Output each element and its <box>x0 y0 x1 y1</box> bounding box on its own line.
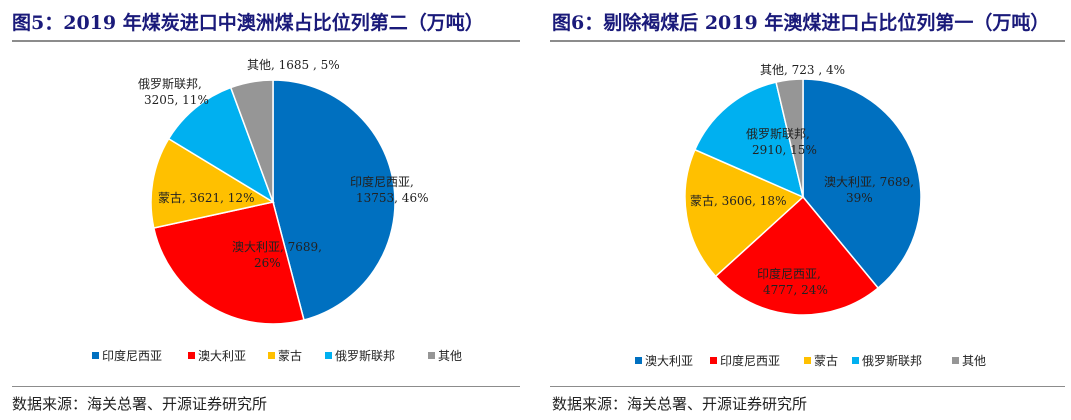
legend-item: 澳大利亚 <box>198 349 246 363</box>
slice-data-label: 澳大利亚, 7689, <box>232 240 322 254</box>
chart-source: 数据来源：海关总署、开源证券研究所 <box>12 395 268 413</box>
pie-slice-3 <box>167 86 275 204</box>
slice-data-label: 蒙古, 3606, 18% <box>690 193 786 208</box>
legend-swatch <box>952 357 959 364</box>
legend-swatch <box>268 352 275 359</box>
pie-slice-0 <box>802 78 922 290</box>
slice-data-label: 蒙古, 3621, 12% <box>158 190 254 205</box>
legend-item: 俄罗斯联邦 <box>335 349 395 363</box>
slice-data-label: 澳大利亚, 7689, <box>824 175 914 189</box>
divider <box>550 40 1065 42</box>
legend-item: 澳大利亚 <box>645 354 693 368</box>
legend-swatch <box>188 352 195 359</box>
legend-swatch <box>325 352 332 359</box>
pie-slice-2 <box>150 137 275 229</box>
legend-item: 印度尼西亚 <box>720 353 780 368</box>
pie-slice-2 <box>684 148 805 278</box>
chart-panel-fig5: 图5：2019 年煤炭进口中澳洲煤占比位列第二（万吨） 印度尼西亚, 13753,… <box>0 0 530 420</box>
pie-slice-1 <box>152 201 305 325</box>
pie-chart: 印度尼西亚, 13753, 46% 澳大利亚, 7689, 26% 蒙古, 3621, … <box>92 58 462 363</box>
chart-title: 图6：剔除褐煤后 2019 年澳煤进口占比位列第一（万吨） <box>552 12 1050 34</box>
divider <box>550 386 1065 387</box>
divider <box>12 40 520 42</box>
chart-source: 数据来源：海关总署、开源证券研究所 <box>552 395 808 413</box>
chart-panel-fig6: 图6：剔除褐煤后 2019 年澳煤进口占比位列第一（万吨） 澳大利亚, 7689… <box>540 0 1071 420</box>
legend-item: 印度尼西亚 <box>102 348 162 363</box>
slice-data-label: 印度尼西亚, <box>350 174 414 189</box>
divider <box>12 386 520 387</box>
slice-data-label: 印度尼西亚, <box>757 266 821 281</box>
legend-swatch <box>852 357 859 364</box>
slice-data-label: 俄罗斯联邦, <box>746 127 810 141</box>
slice-data-label: 其他, 723 , 4% <box>760 63 845 77</box>
chart-title: 图5：2019 年煤炭进口中澳洲煤占比位列第二（万吨） <box>12 12 484 34</box>
legend-swatch <box>710 357 717 364</box>
pie-slice-0 <box>272 79 396 321</box>
pie-slice-1 <box>714 195 880 316</box>
slice-data-label: 13753, 46% <box>356 191 428 205</box>
legend-swatch <box>804 357 811 364</box>
pie-chart: 澳大利亚, 7689, 39% 印度尼西亚, 4777, 24% 蒙古, 3606, 1… <box>635 63 986 368</box>
slice-data-label: 26% <box>254 256 281 270</box>
slice-data-label: 其他, 1685 , 5% <box>247 58 340 72</box>
slice-data-label: 2910, 15% <box>752 143 817 157</box>
legend-item: 蒙古 <box>278 348 302 363</box>
legend-swatch <box>635 357 642 364</box>
slice-data-label: 俄罗斯联邦, <box>138 77 202 91</box>
legend-swatch <box>92 352 99 359</box>
legend-item: 俄罗斯联邦 <box>862 354 922 368</box>
legend-item: 其他 <box>438 349 462 363</box>
slice-data-label: 39% <box>846 191 873 205</box>
pie-slice-4 <box>229 79 274 203</box>
slice-data-label: 4777, 24% <box>763 283 828 297</box>
pie-slice-3 <box>693 81 805 199</box>
slice-data-label: 3205, 11% <box>144 93 209 107</box>
legend-item: 蒙古 <box>814 353 838 368</box>
legend-item: 其他 <box>962 354 986 368</box>
legend-swatch <box>428 352 435 359</box>
pie-slice-4 <box>775 78 804 198</box>
